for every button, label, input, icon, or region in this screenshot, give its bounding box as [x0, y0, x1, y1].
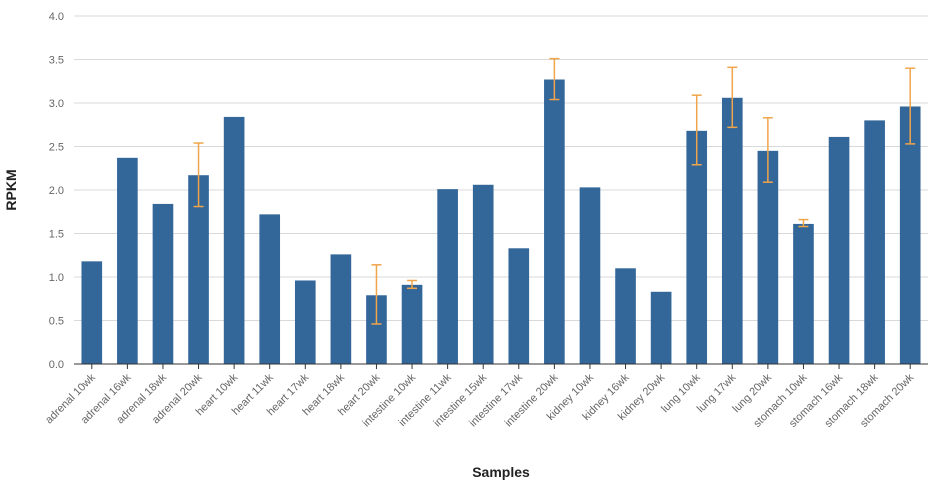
- bar: [793, 223, 814, 364]
- error-bar: [407, 279, 418, 290]
- bar: [615, 268, 636, 364]
- error-bar: [727, 66, 738, 129]
- bar: [828, 136, 850, 364]
- error-bar: [905, 67, 916, 145]
- bar: [117, 157, 138, 364]
- grid-layer: [74, 15, 928, 321]
- error-bar: [691, 94, 702, 166]
- bar: [437, 189, 458, 364]
- y-axis-title: RPKM: [3, 169, 19, 210]
- y-tick-label: 2.0: [49, 185, 64, 197]
- bar: [899, 106, 921, 364]
- y-tick-label: 4.0: [49, 11, 64, 23]
- bar: [472, 184, 494, 364]
- y-tick-label: 0.0: [49, 359, 64, 371]
- y-tick-label: 2.5: [49, 142, 64, 154]
- bar: [330, 254, 352, 364]
- error-bar: [798, 218, 809, 228]
- y-tick-label: 1.0: [49, 272, 64, 284]
- x-axis-title: Samples: [472, 464, 530, 480]
- error-bar: [762, 117, 773, 183]
- error-bar: [193, 142, 204, 208]
- bar: [366, 295, 387, 364]
- error-bar: [549, 57, 560, 101]
- bar: [579, 187, 601, 364]
- bar: [152, 203, 174, 364]
- error-bar-layer: [193, 57, 916, 325]
- bar: [223, 116, 245, 364]
- bar: [188, 175, 209, 364]
- bar: [864, 120, 885, 365]
- bar: [544, 79, 565, 364]
- bar: [686, 130, 708, 364]
- bar-layer: [81, 79, 921, 365]
- bar: [757, 150, 779, 364]
- bar: [81, 261, 103, 364]
- y-tick-label: 1.5: [49, 229, 64, 241]
- bar: [259, 214, 281, 364]
- bar: [721, 97, 743, 364]
- y-tick-label: 0.5: [49, 316, 64, 328]
- y-tick-label: 3.5: [49, 55, 64, 67]
- bar: [650, 291, 672, 364]
- error-bar: [371, 264, 382, 325]
- axis-layer: [74, 363, 928, 369]
- bar: [401, 284, 423, 364]
- y-tick-label: 3.0: [49, 98, 64, 110]
- bar: [508, 248, 530, 364]
- bar: [294, 280, 316, 364]
